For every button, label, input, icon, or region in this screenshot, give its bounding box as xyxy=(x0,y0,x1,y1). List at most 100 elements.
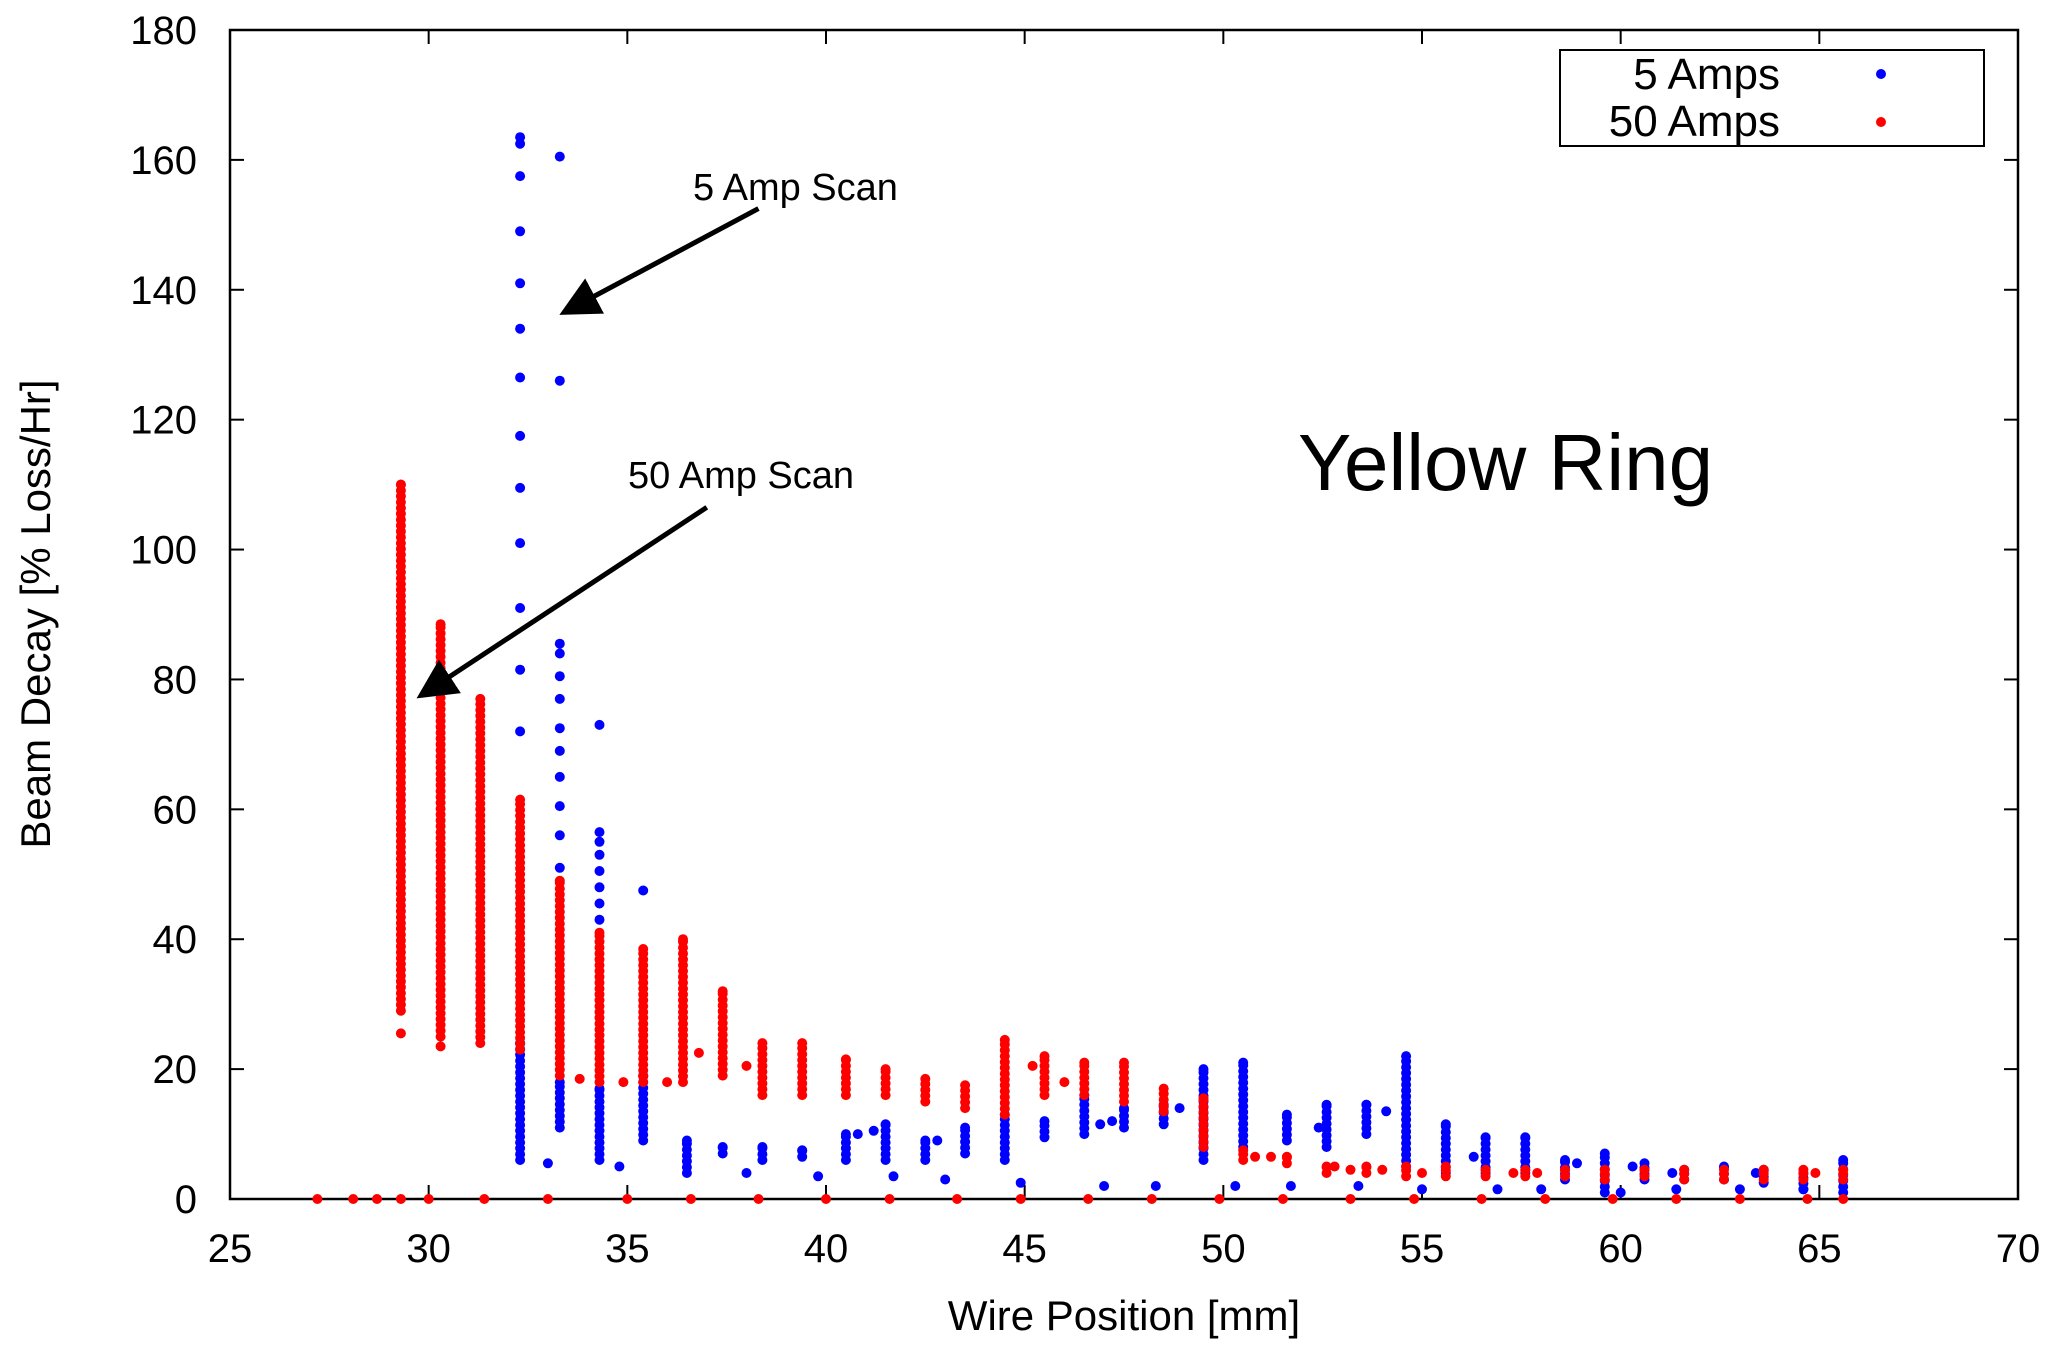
data-point xyxy=(1377,1164,1388,1175)
data-point xyxy=(515,171,526,182)
data-point xyxy=(884,1194,895,1204)
data-point xyxy=(1734,1194,1745,1204)
data-point xyxy=(1329,1161,1340,1172)
data-point xyxy=(515,664,526,675)
data-point xyxy=(1468,1151,1479,1162)
annotation-50-amp-scan: 50 Amp Scan xyxy=(628,455,854,497)
data-point xyxy=(1238,1057,1249,1068)
data-point xyxy=(515,538,526,549)
data-point xyxy=(685,1194,696,1204)
data-point xyxy=(515,226,526,237)
data-point xyxy=(1059,1077,1070,1088)
x-tick-labels: 25 30 35 40 45 50 55 60 65 70 xyxy=(208,1227,2041,1271)
data-point xyxy=(1321,1161,1332,1172)
data-point xyxy=(1174,1103,1185,1114)
data-point xyxy=(840,1054,851,1065)
data-point xyxy=(594,898,605,909)
data-point xyxy=(1381,1106,1392,1117)
data-point xyxy=(554,771,565,782)
data-point xyxy=(1361,1099,1372,1110)
x-tick-label: 60 xyxy=(1598,1227,1643,1271)
data-point xyxy=(1719,1164,1729,1175)
data-point xyxy=(960,1080,971,1091)
data-point xyxy=(1083,1194,1094,1204)
data-point xyxy=(1277,1194,1288,1204)
legend-marker-5-amps xyxy=(1876,69,1886,79)
data-point xyxy=(1079,1057,1090,1068)
data-point xyxy=(1798,1184,1809,1195)
data-point xyxy=(1150,1181,1161,1191)
data-point xyxy=(1532,1168,1543,1178)
data-point xyxy=(515,794,526,805)
data-point xyxy=(542,1158,553,1169)
data-point xyxy=(1027,1060,1038,1071)
data-point xyxy=(1560,1155,1570,1165)
data-point xyxy=(741,1060,752,1071)
data-point xyxy=(554,671,565,682)
annotation-5-amp-scan: 5 Amp Scan xyxy=(693,167,898,209)
data-point xyxy=(594,866,605,876)
data-point xyxy=(423,1194,434,1204)
data-point xyxy=(479,1194,490,1204)
data-point xyxy=(1802,1194,1813,1204)
y-tick-label: 20 xyxy=(153,1048,198,1092)
data-point xyxy=(554,151,565,162)
y-tick-label: 100 xyxy=(130,529,197,573)
data-point xyxy=(554,875,565,886)
data-point xyxy=(952,1194,963,1204)
data-point xyxy=(1107,1116,1118,1127)
data-point xyxy=(554,375,565,386)
data-point xyxy=(1679,1164,1690,1175)
data-point xyxy=(435,1041,446,1052)
data-point xyxy=(681,1135,692,1146)
x-tick-label: 30 xyxy=(406,1227,451,1271)
data-point xyxy=(1810,1168,1821,1178)
data-point xyxy=(1520,1132,1531,1143)
data-point xyxy=(1039,1116,1050,1127)
data-point xyxy=(940,1174,951,1185)
legend: 5 Amps 50 Amps xyxy=(1559,49,1985,147)
data-point xyxy=(1417,1184,1427,1195)
data-point xyxy=(1480,1164,1491,1175)
plot-frame xyxy=(228,28,2020,1201)
data-point xyxy=(554,801,565,812)
data-point xyxy=(1158,1083,1169,1094)
data-point xyxy=(1838,1194,1849,1204)
data-point xyxy=(475,693,486,704)
y-tick-label: 60 xyxy=(153,788,198,832)
legend-marker-50-amps xyxy=(1876,117,1886,127)
data-point xyxy=(542,1194,553,1204)
yellow-ring-label: Yellow Ring xyxy=(1298,418,1713,507)
data-point xyxy=(1671,1184,1682,1195)
data-point xyxy=(638,944,649,954)
data-point xyxy=(1492,1184,1503,1195)
data-point xyxy=(594,719,605,730)
data-point xyxy=(1281,1109,1292,1120)
x-tick-label: 25 xyxy=(208,1227,253,1271)
data-point xyxy=(1039,1051,1050,1062)
data-point xyxy=(1285,1181,1296,1191)
data-point xyxy=(678,934,688,945)
y-axis-title: Beam Decay [% Loss/Hr] xyxy=(12,379,59,848)
data-point xyxy=(1476,1194,1487,1204)
data-point xyxy=(594,827,605,838)
data-point xyxy=(622,1194,633,1204)
data-point xyxy=(1401,1161,1412,1172)
data-point xyxy=(348,1194,359,1204)
data-point xyxy=(1671,1194,1682,1204)
data-point xyxy=(515,323,526,334)
data-point xyxy=(594,914,605,925)
data-point xyxy=(594,849,605,860)
data-point xyxy=(1238,1145,1249,1156)
x-axis-title: Wire Position [mm] xyxy=(948,1292,1300,1339)
legend-label-5-amps: 5 Amps xyxy=(1633,50,1780,99)
data-point xyxy=(372,1194,382,1204)
data-point xyxy=(852,1129,863,1140)
data-point xyxy=(515,138,526,149)
y-tick-labels: 0 20 40 60 80 100 120 140 160 180 xyxy=(130,9,197,1222)
data-point xyxy=(1639,1164,1650,1175)
data-point xyxy=(757,1142,768,1152)
data-point xyxy=(1615,1187,1626,1198)
data-point xyxy=(1667,1168,1678,1178)
arrow-5-amp-scan xyxy=(559,206,760,315)
